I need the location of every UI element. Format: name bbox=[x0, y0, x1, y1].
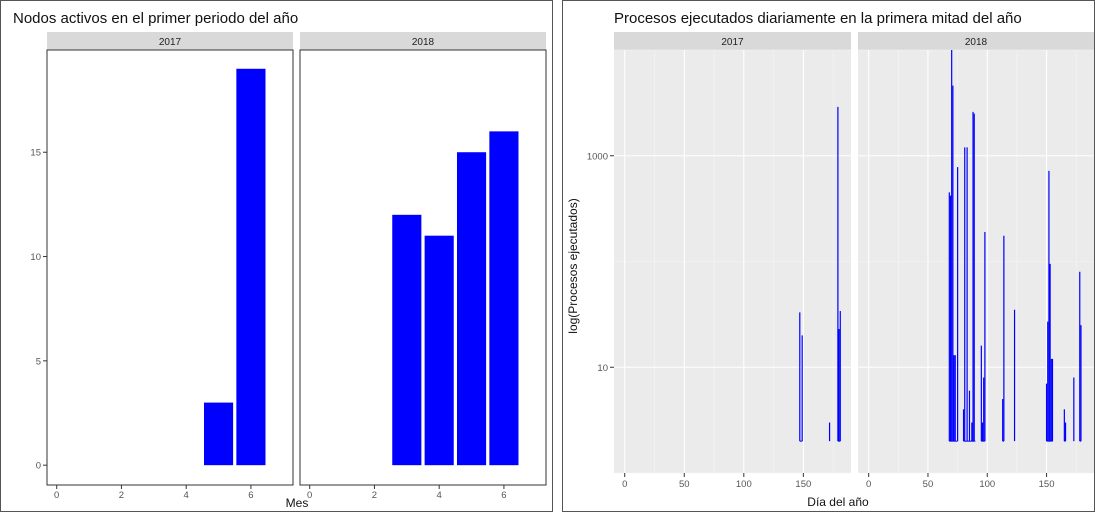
facet-label: 2017 bbox=[159, 37, 182, 48]
x-tick-label: 2 bbox=[372, 490, 377, 501]
x-tick-label: 50 bbox=[679, 479, 690, 490]
x-tick-label: 6 bbox=[501, 490, 506, 501]
facet-label: 2017 bbox=[721, 37, 744, 48]
x-tick-label: 4 bbox=[437, 490, 442, 501]
bar bbox=[392, 215, 421, 465]
y-axis-title: log(Procesos ejecutados) bbox=[566, 198, 580, 333]
x-tick-label: 6 bbox=[248, 490, 253, 501]
y-tick-label: 15 bbox=[30, 148, 41, 159]
x-tick-label: 50 bbox=[923, 479, 934, 490]
bar bbox=[489, 131, 518, 465]
y-tick-label: 5 bbox=[36, 356, 41, 367]
x-tick-label: 150 bbox=[795, 479, 811, 490]
x-tick-label: 2 bbox=[119, 490, 124, 501]
bar-chart-nodos-activos: Nodos activos en el primer periodo del a… bbox=[1, 1, 554, 513]
facet-label: 2018 bbox=[412, 37, 435, 48]
y-tick-label: 10 bbox=[597, 363, 608, 374]
x-tick-label: 100 bbox=[736, 479, 752, 490]
x-tick-label: 100 bbox=[979, 479, 995, 490]
x-axis-title: Mes bbox=[286, 496, 309, 510]
x-tick-label: 0 bbox=[866, 479, 871, 490]
facet-label: 2018 bbox=[965, 37, 988, 48]
bar bbox=[236, 69, 265, 465]
x-tick-label: 4 bbox=[184, 490, 189, 501]
left-chart-panel: Nodos activos en el primer periodo del a… bbox=[0, 0, 553, 512]
x-axis-title: Día del año bbox=[807, 495, 869, 509]
line-chart-procesos-ejecutados: Procesos ejecutados diariamente en la pr… bbox=[563, 1, 1095, 513]
x-tick-label: 0 bbox=[622, 479, 627, 490]
y-tick-label: 10 bbox=[30, 252, 41, 263]
right-chart-panel: Procesos ejecutados diariamente en la pr… bbox=[562, 0, 1095, 512]
bar bbox=[204, 403, 233, 466]
bar bbox=[425, 236, 454, 465]
x-tick-label: 0 bbox=[54, 490, 59, 501]
y-tick-label: 1000 bbox=[587, 151, 608, 162]
bar bbox=[457, 152, 486, 465]
y-tick-label: 0 bbox=[36, 461, 41, 472]
chart-title: Nodos activos en el primer periodo del a… bbox=[13, 10, 298, 27]
x-tick-label: 150 bbox=[1039, 479, 1055, 490]
x-tick-label: 0 bbox=[307, 490, 312, 501]
chart-title: Procesos ejecutados diariamente en la pr… bbox=[614, 10, 1022, 27]
